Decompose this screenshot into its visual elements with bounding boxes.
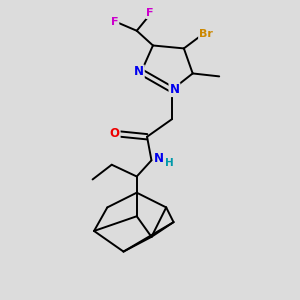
Text: O: O (110, 127, 120, 140)
Text: F: F (146, 8, 154, 18)
Text: Br: Br (199, 29, 213, 39)
Text: N: N (169, 83, 179, 96)
Text: F: F (111, 17, 118, 27)
Text: N: N (134, 65, 144, 79)
Text: H: H (165, 158, 174, 168)
Text: N: N (154, 152, 164, 165)
